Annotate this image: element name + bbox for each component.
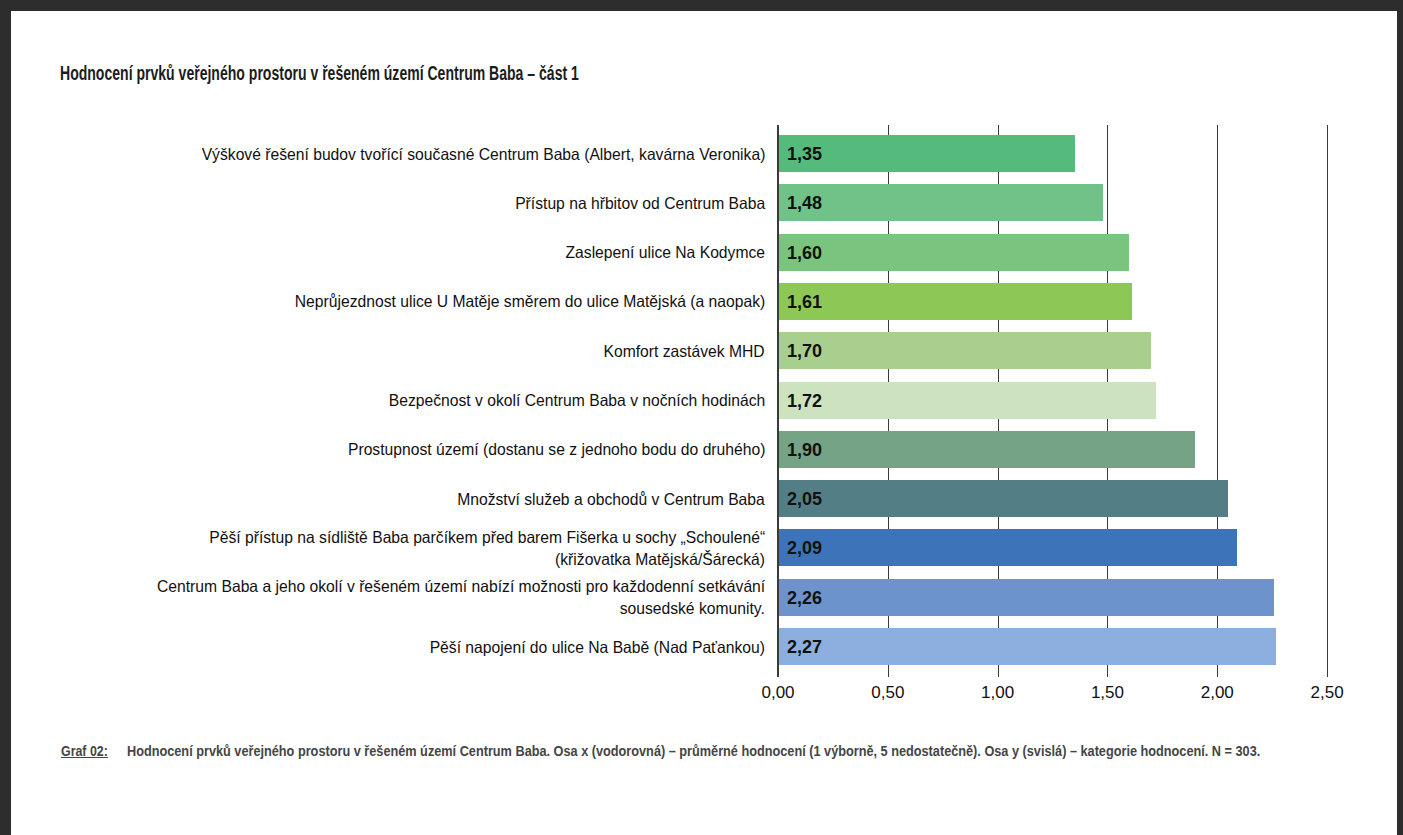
bar — [779, 480, 1228, 517]
category-label: Centrum Baba a jeho okolí v řešeném územ… — [125, 575, 765, 619]
x-tick-label: 2,50 — [1292, 683, 1362, 703]
bar — [779, 382, 1156, 419]
page-edge-left — [0, 0, 11, 835]
x-tick-label: 0,50 — [853, 683, 923, 703]
bar-value-label: 1,35 — [787, 145, 822, 163]
caption-label: Graf 02: — [61, 742, 120, 760]
caption-text: Hodnocení prvků veřejného prostoru v řeš… — [127, 742, 1403, 760]
category-label: Pěší přístup na sídliště Baba parčíkem p… — [180, 526, 765, 570]
bar — [779, 529, 1237, 566]
bar — [779, 628, 1276, 665]
page-edge-right — [1397, 0, 1403, 835]
x-tick-label: 1,50 — [1072, 683, 1142, 703]
bar-value-label: 2,05 — [787, 490, 822, 508]
gridline — [1327, 125, 1328, 677]
bar-value-label: 2,09 — [787, 539, 822, 557]
bar — [779, 283, 1132, 320]
bar — [779, 431, 1195, 468]
x-tick-label: 1,00 — [963, 683, 1033, 703]
bar-value-label: 1,72 — [787, 392, 822, 410]
bar — [779, 234, 1129, 271]
category-label: Zaslepení ulice Na Kodymce — [555, 241, 765, 263]
page-edge-top — [0, 0, 1403, 11]
bar-value-label: 1,48 — [787, 194, 822, 212]
bar-value-label: 1,60 — [787, 244, 822, 262]
x-tick-label: 0,00 — [743, 683, 813, 703]
bar-value-label: 1,90 — [787, 441, 822, 459]
bar — [779, 184, 1103, 221]
category-label: Výškové řešení budov tvořící současné Ce… — [172, 143, 765, 165]
category-label: Komfort zastávek MHD — [595, 340, 765, 362]
document-page: Hodnocení prvků veřejného prostoru v řeš… — [0, 0, 1403, 835]
category-label: Přístup na hřbitov od Centrum Baba — [502, 192, 765, 214]
category-label: Množství služeb a obchodů v Centrum Baba — [441, 488, 765, 510]
bar-value-label: 2,26 — [787, 589, 822, 607]
x-tick-label: 2,00 — [1182, 683, 1252, 703]
category-label: Pěší napojení do ulice Na Babě (Nad Paťa… — [412, 636, 765, 658]
category-label: Prostupnost území (dostanu se z jednoho … — [326, 438, 765, 460]
chart-title: Hodnocení prvků veřejného prostoru v řeš… — [60, 62, 781, 85]
bar — [779, 579, 1274, 616]
bar — [779, 332, 1151, 369]
bar-value-label: 1,61 — [787, 293, 822, 311]
category-label: Bezpečnost v okolí Centrum Baba v nočníc… — [369, 389, 765, 411]
bar-value-label: 1,70 — [787, 342, 822, 360]
bar — [779, 135, 1075, 172]
category-label: Neprůjezdnost ulice U Matěje směrem do u… — [270, 290, 765, 312]
bar-value-label: 2,27 — [787, 638, 822, 656]
